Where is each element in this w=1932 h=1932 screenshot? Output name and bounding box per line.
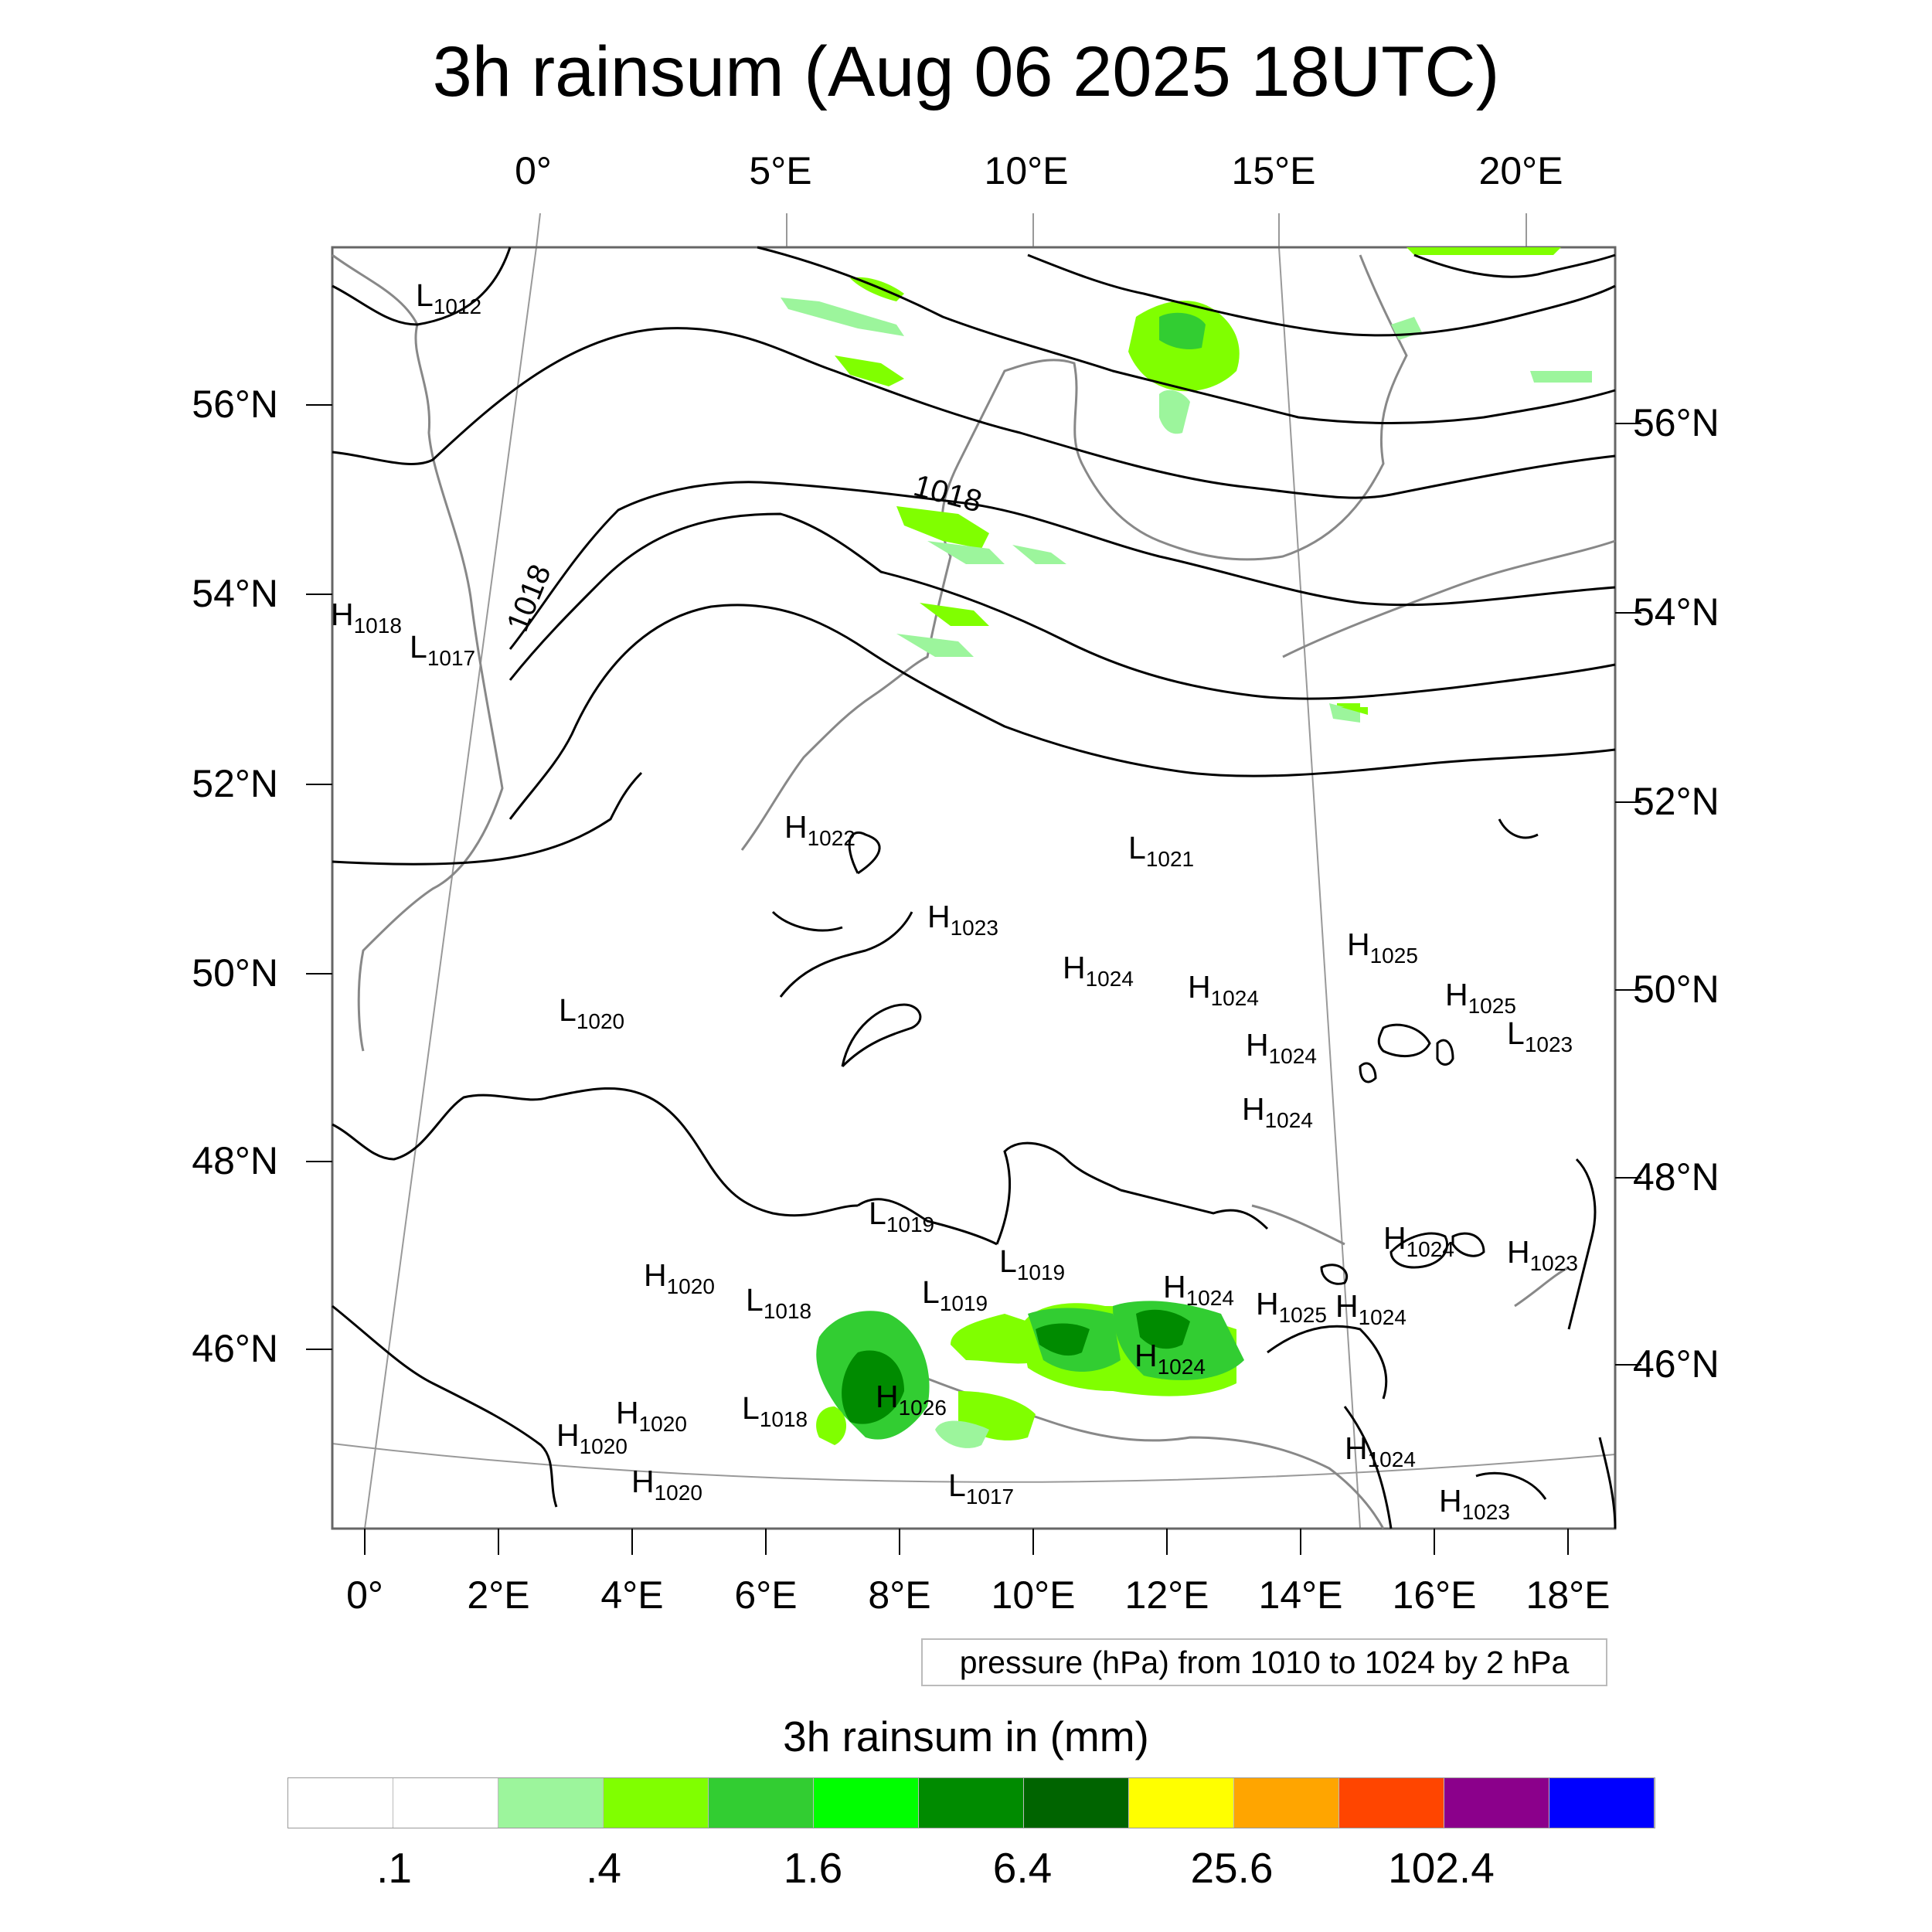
pressure-center: L1023 — [1507, 1015, 1573, 1056]
pressure-center: H1025 — [1347, 927, 1418, 968]
lat-right-46n: 46°N — [1633, 1342, 1719, 1386]
pressure-center: H1023 — [1507, 1234, 1578, 1275]
colorbar-tick-label: 1.6 — [783, 1844, 843, 1892]
pressure-center: H1025 — [1256, 1286, 1327, 1327]
colorbar-box — [1234, 1778, 1339, 1828]
colorbar-box — [919, 1778, 1024, 1828]
pressure-center: H1020 — [616, 1395, 687, 1436]
map-frame — [331, 246, 1617, 1530]
lon-bottom-12e: 12°E — [1124, 1573, 1209, 1617]
pressure-center: L1020 — [559, 992, 625, 1033]
lon-bottom-14e: 14°E — [1258, 1573, 1343, 1617]
lat-left-46n: 46°N — [192, 1327, 278, 1370]
colorbar-tick-label: .1 — [376, 1844, 412, 1892]
pressure-center: H1018 — [331, 597, 402, 638]
isobars — [332, 246, 1617, 1529]
pressure-center: H1024 — [1335, 1288, 1406, 1329]
lat-right-50n: 50°N — [1633, 968, 1719, 1011]
colorbar-tick-label: 25.6 — [1190, 1844, 1274, 1892]
pressure-center: L1019 — [999, 1243, 1066, 1284]
lat-left-54n: 54°N — [192, 572, 278, 615]
pressure-center: L1017 — [410, 629, 476, 670]
colorbar-tick-label: .4 — [586, 1844, 621, 1892]
page-title: 3h rainsum (Aug 06 2025 18UTC) — [432, 32, 1500, 111]
pressure-center: L1019 — [869, 1196, 935, 1236]
lat-left-52n: 52°N — [192, 762, 278, 805]
pressure-center: H1024 — [1383, 1220, 1454, 1261]
colorbar-box — [288, 1778, 393, 1828]
colorbar-box — [1549, 1778, 1655, 1828]
lon-bottom-10e: 10°E — [991, 1573, 1076, 1617]
colorbar-box — [709, 1778, 814, 1828]
pressure-center: H1024 — [1063, 950, 1134, 991]
legend-title: 3h rainsum in (mm) — [783, 1713, 1149, 1760]
pressure-center: H1020 — [631, 1464, 702, 1505]
lon-bottom-16e: 16°E — [1392, 1573, 1477, 1617]
lat-right-54n: 54°N — [1633, 590, 1719, 634]
pressure-center: H1024 — [1188, 969, 1259, 1010]
colorbar-box — [1444, 1778, 1549, 1828]
pressure-center: H1024 — [1246, 1027, 1317, 1068]
lat-right-52n: 52°N — [1633, 780, 1719, 823]
pressure-center: L1018 — [742, 1390, 808, 1431]
colorbar-box — [604, 1778, 709, 1828]
pressure-center: H1020 — [644, 1257, 715, 1298]
lat-right-56n: 56°N — [1633, 401, 1719, 444]
lon-top-0: 0° — [515, 149, 552, 192]
pressure-center: H1024 — [1345, 1430, 1416, 1471]
lon-top-15e: 15°E — [1231, 149, 1316, 192]
graticule — [332, 213, 1616, 1529]
pressure-center: H1022 — [784, 809, 855, 850]
lon-bottom-6e: 6°E — [734, 1573, 798, 1617]
lon-bottom-4e: 4°E — [600, 1573, 664, 1617]
lat-left-50n: 50°N — [192, 951, 278, 995]
contour-info-box: pressure (hPa) from 1010 to 1024 by 2 hP… — [921, 1638, 1607, 1686]
pressure-center: H1026 — [876, 1379, 947, 1420]
colorbar-box — [1129, 1778, 1234, 1828]
colorbar-box — [498, 1778, 604, 1828]
rain-areas — [781, 247, 1592, 1448]
colorbar-box — [814, 1778, 919, 1828]
pressure-center: L1021 — [1128, 830, 1195, 871]
lat-right-48n: 48°N — [1633, 1155, 1719, 1199]
pressure-center: H1024 — [1163, 1269, 1234, 1310]
pressure-center: H1023 — [1439, 1483, 1510, 1524]
axis-ticks — [306, 404, 1641, 1555]
pressure-center: H1025 — [1445, 977, 1516, 1018]
colorbar — [287, 1777, 1655, 1828]
isobar-label-1018-b: 1018 — [501, 560, 558, 636]
colorbar-box — [1024, 1778, 1129, 1828]
colorbar-tick-label: 102.4 — [1388, 1844, 1495, 1892]
lat-left-48n: 48°N — [192, 1139, 278, 1182]
pressure-center: H1024 — [1134, 1338, 1206, 1379]
lon-bottom-2e: 2°E — [467, 1573, 530, 1617]
colorbar-box — [1339, 1778, 1444, 1828]
colorbar-tick-label: 6.4 — [992, 1844, 1053, 1892]
pressure-center: H1024 — [1242, 1091, 1313, 1132]
lon-bottom-0: 0° — [346, 1573, 383, 1617]
pressure-center: H1023 — [927, 899, 998, 940]
pressure-center: L1012 — [416, 277, 482, 318]
colorbar-box — [393, 1778, 498, 1828]
pressure-center: L1017 — [948, 1468, 1015, 1509]
lat-left-56n: 56°N — [192, 383, 278, 426]
pressure-center: L1019 — [922, 1274, 988, 1315]
lon-top-5e: 5°E — [749, 149, 812, 192]
lon-bottom-8e: 8°E — [868, 1573, 931, 1617]
lon-top-20e: 20°E — [1478, 149, 1563, 192]
lon-bottom-18e: 18°E — [1526, 1573, 1611, 1617]
lon-top-10e: 10°E — [984, 149, 1069, 192]
pressure-center: L1018 — [746, 1282, 812, 1323]
pressure-center: H1020 — [556, 1417, 628, 1458]
